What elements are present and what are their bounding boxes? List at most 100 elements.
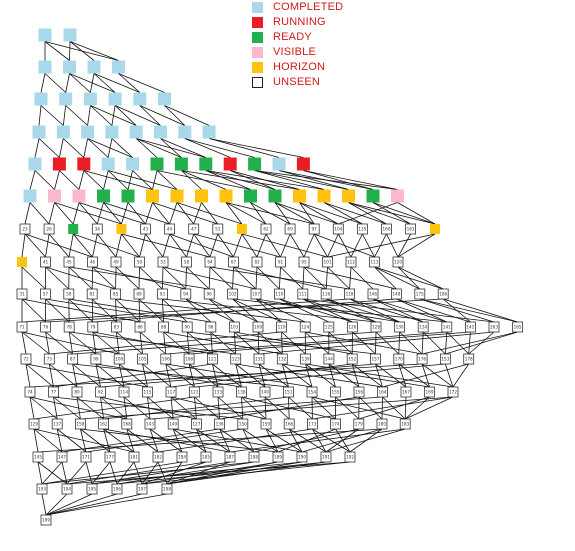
dependency-edge — [302, 298, 495, 323]
task-node-completed — [63, 60, 76, 74]
task-node-label: 132 — [278, 357, 286, 362]
dependency-edge — [45, 298, 188, 323]
task-node-unseen: 173 — [306, 418, 318, 430]
task-node-label: 169 — [426, 390, 434, 395]
dependency-edge — [138, 298, 164, 323]
task-node-unseen: 189 — [272, 451, 284, 463]
dependency-edge — [303, 266, 327, 290]
task-node-running — [52, 157, 66, 171]
dependency-edge — [56, 428, 87, 453]
dependency-edge — [92, 233, 98, 258]
task-node-horizon — [195, 189, 208, 203]
dependency-edge — [157, 428, 313, 453]
task-node-unseen: 97 — [308, 223, 320, 235]
task-node-unseen: 88 — [158, 321, 170, 333]
dependency-edge — [299, 202, 363, 225]
legend-swatch-unseen — [252, 76, 263, 88]
task-node-unseen: 108 — [183, 353, 195, 365]
task-node-label: 145 — [34, 455, 42, 460]
task-node-label: 89 — [136, 292, 142, 297]
dependency-edge — [362, 233, 375, 258]
dependency-edge — [45, 331, 73, 355]
task-node-unseen: 170 — [393, 353, 405, 365]
task-node-label: 156 — [355, 390, 363, 395]
task-node-unseen: 142 — [464, 321, 476, 333]
dependency-edge — [87, 138, 109, 158]
dependency-edge — [312, 428, 351, 453]
dependency-edge — [445, 363, 454, 388]
task-node-unseen: 116 — [320, 288, 332, 300]
dependency-edge — [45, 493, 168, 516]
dependency-edge — [103, 396, 289, 420]
dependency-edge — [80, 428, 111, 453]
task-node-unseen: 122 — [189, 386, 200, 398]
task-node-unseen: 188 — [248, 451, 260, 463]
task-node-completed — [59, 92, 73, 106]
dependency-edge — [170, 363, 353, 388]
task-node-label: 102 — [229, 292, 237, 297]
task-node-label: 142 — [466, 325, 474, 330]
task-node-unseen: 44 — [164, 223, 176, 235]
legend-swatch-completed — [252, 1, 263, 13]
task-node-completed — [178, 125, 192, 139]
task-node-unseen: 96 — [203, 288, 215, 300]
task-node-unseen: 194 — [61, 483, 73, 495]
dependency-edge — [45, 266, 70, 290]
task-node-label: 146 — [369, 292, 377, 297]
task-node-unseen: 107 — [250, 288, 262, 300]
task-node-label: 126 — [348, 325, 356, 330]
task-node-label: 71 — [19, 325, 25, 330]
dependency-edge — [139, 233, 146, 258]
dependency-edge — [95, 363, 125, 388]
dependency-edge — [40, 73, 46, 93]
dependency-edge — [41, 461, 255, 485]
task-node-label: 93 — [160, 292, 166, 297]
dependency-edge — [258, 363, 289, 388]
dependency-edge — [114, 105, 137, 126]
dependency-edge — [33, 428, 39, 453]
dependency-edge — [280, 266, 304, 290]
task-node-unseen: 159 — [260, 418, 272, 430]
task-node-label: 100 — [115, 357, 123, 362]
task-node-label: 67 — [231, 260, 237, 265]
task-node-label: 34 — [95, 227, 101, 232]
dependency-edge — [303, 233, 315, 258]
task-node-label: 81 — [90, 292, 96, 297]
dependency-edge — [80, 396, 383, 420]
task-node-unseen: 120 — [392, 256, 404, 268]
dependency-edge — [116, 461, 327, 485]
task-node-label: 73 — [47, 357, 53, 362]
task-node-unseen: 172 — [447, 386, 459, 398]
dependency-edge — [208, 138, 280, 158]
task-node-unseen: 49 — [110, 256, 122, 268]
task-node-label: 114 — [120, 390, 128, 395]
task-node-unseen: 78 — [63, 321, 75, 333]
dependency-edge — [72, 202, 80, 225]
task-node-completed — [129, 125, 143, 139]
task-node-horizon — [170, 189, 184, 203]
dependency-edge — [265, 233, 281, 258]
task-node-unseen: 118 — [344, 288, 356, 300]
dependency-edge — [72, 363, 289, 388]
task-node-label: 181 — [130, 455, 138, 460]
task-node-unseen: 181 — [128, 451, 140, 463]
task-node-label: 196 — [113, 487, 121, 492]
dependency-edge — [48, 363, 54, 388]
task-node-label: 191 — [322, 455, 330, 460]
dependency-edge — [93, 73, 140, 93]
dependency-edge — [29, 170, 36, 190]
dependency-edge — [152, 202, 218, 225]
task-node-label: 190 — [298, 455, 306, 460]
task-node-unseen: 41 — [40, 256, 51, 268]
task-node-completed — [154, 125, 167, 139]
dependency-edge — [279, 298, 329, 323]
task-node-unseen: 128 — [370, 321, 382, 333]
dependency-edge — [156, 170, 251, 190]
task-node-label: 117 — [167, 390, 175, 395]
task-node-label: 113 — [371, 260, 379, 265]
task-node-label: 186 — [439, 292, 447, 297]
task-node-unseen: 177 — [104, 451, 116, 463]
task-node-completed — [112, 60, 125, 74]
task-node-unseen: 139 — [300, 353, 312, 365]
task-node-label: 74 — [27, 390, 33, 395]
